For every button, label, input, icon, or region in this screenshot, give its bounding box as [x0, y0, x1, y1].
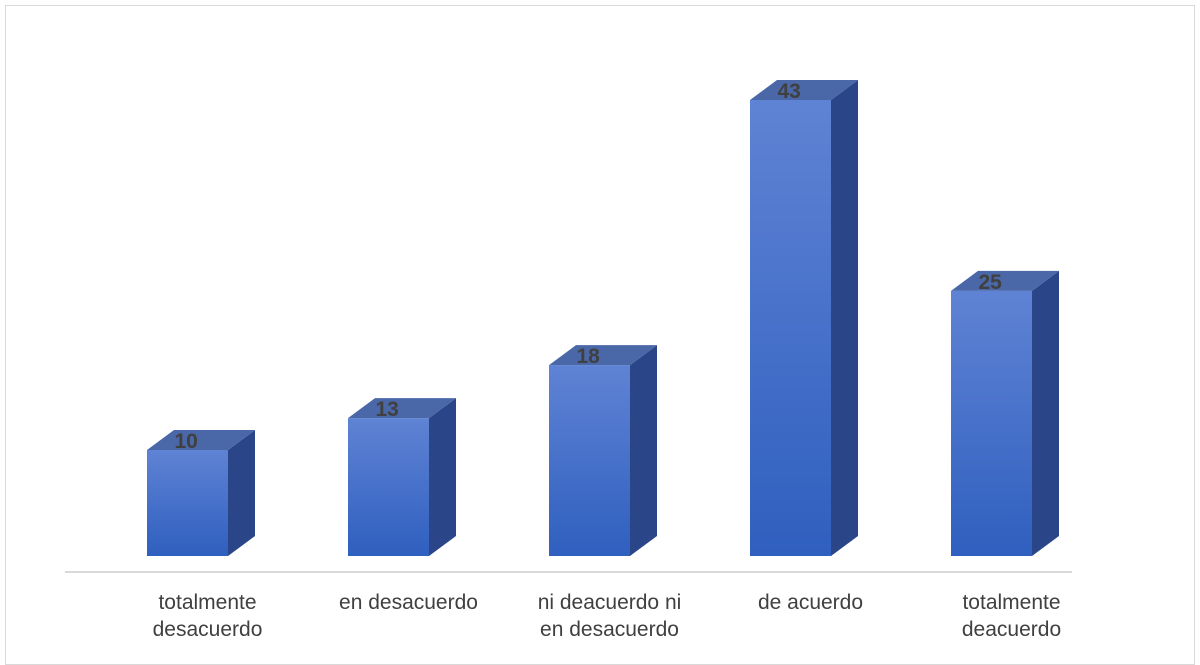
bar-top-face	[348, 398, 456, 419]
x-tick-label: totalmente deacuerdo	[962, 591, 1061, 641]
bar-3: 18	[549, 345, 657, 556]
bar-front-face	[549, 365, 630, 556]
data-label: 10	[175, 430, 198, 453]
bar-top-face	[147, 429, 255, 450]
x-tick-label: ni deacuerdo ni en desacuerdo	[538, 591, 682, 641]
category-labels: totalmente desacuerdo en desacuerdo ni deac…	[153, 591, 1062, 641]
data-label: 25	[979, 271, 1003, 294]
bar-top-face	[951, 270, 1059, 291]
bar-front-face	[348, 418, 429, 556]
bar-front-face	[147, 449, 228, 556]
x-tick-label: totalmente desacuerdo	[153, 591, 263, 641]
data-label: 13	[376, 398, 399, 421]
bar-1: 10	[147, 429, 255, 556]
bar-side-face	[228, 429, 255, 556]
data-label: 43	[778, 80, 801, 103]
bar-side-face	[630, 345, 657, 556]
bar-front-face	[951, 290, 1032, 556]
bar-2: 13	[348, 398, 456, 556]
bars-group: 10 13 18 43 25	[147, 80, 1059, 556]
data-label: 18	[577, 345, 601, 368]
bar-top-face	[750, 80, 858, 100]
x-tick-label: en desacuerdo	[339, 591, 478, 614]
bar-5: 25	[951, 270, 1059, 556]
bar-front-face	[750, 100, 831, 556]
x-tick-label: de acuerdo	[758, 591, 863, 614]
bar-top-face	[549, 345, 657, 366]
bar-side-face	[831, 80, 858, 556]
bar-side-face	[429, 398, 456, 556]
bar-4: 43	[750, 80, 858, 556]
bar-side-face	[1032, 270, 1059, 556]
